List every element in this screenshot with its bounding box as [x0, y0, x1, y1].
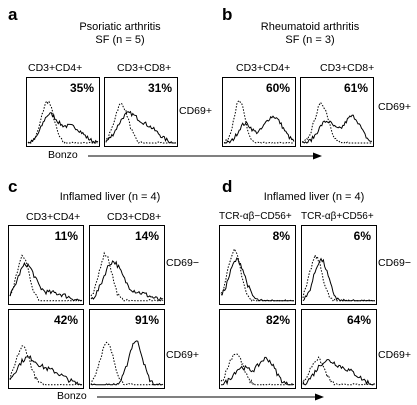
bonzo-trace [9, 261, 83, 302]
percent-label: 35% [69, 81, 94, 95]
percent-label: 64% [346, 313, 371, 327]
panel-d-row1-label: CD69− [378, 257, 411, 269]
panel-c-col1-label: CD3+CD4+ [26, 211, 81, 223]
panel-a-title-line1: Psoriatic arthritis [79, 21, 161, 33]
histogram-traces [90, 340, 164, 386]
histogram-d-nk-cd69neg: 8% [219, 225, 296, 305]
bonzo-trace [105, 110, 177, 144]
control-trace [9, 345, 82, 386]
percent-label: 82% [265, 313, 290, 327]
histogram-traces [9, 345, 83, 386]
histogram-b-cd4: 60% [222, 77, 296, 147]
histogram-traces [90, 251, 164, 302]
histogram-traces [302, 253, 375, 302]
histogram-b-cd8: 61% [300, 77, 374, 147]
panel-b-row1-label: CD69+ [378, 101, 411, 113]
panel-d-title: Inflamed liver (n = 4) [263, 191, 365, 203]
panel-a-col2-label: CD3+CD8+ [117, 62, 172, 74]
panel-d-row2-label: CD69+ [378, 349, 411, 361]
panel-b-title-line2: SF (n = 3) [285, 34, 335, 46]
x-axis-label-top: Bonzo [48, 149, 78, 161]
histogram-traces [27, 100, 99, 144]
histogram-traces [301, 101, 373, 144]
control-trace [90, 341, 163, 386]
histogram-d-nkt-cd69pos: 64% [301, 309, 377, 389]
histogram-traces [9, 254, 83, 302]
bonzo-trace [90, 340, 164, 386]
panel-b-col2-label: CD3+CD8+ [320, 62, 375, 74]
panel-letter-d: d [222, 177, 233, 196]
bonzo-trace [224, 115, 295, 144]
top-arrow-head [313, 152, 322, 160]
percent-label: 61% [343, 81, 368, 95]
histogram-traces [223, 99, 295, 144]
histogram-traces [220, 247, 294, 302]
control-trace [223, 99, 294, 144]
histogram-traces [220, 353, 295, 386]
x-axis-label-bottom: Bonzo [57, 390, 87, 402]
bottom-arrow-head [315, 393, 324, 401]
percent-label: 11% [54, 229, 78, 243]
control-trace [105, 102, 176, 144]
panel-a-col1-label: CD3+CD4+ [28, 62, 83, 74]
percent-label: 6% [353, 229, 371, 243]
control-trace [220, 353, 295, 386]
control-trace [90, 251, 164, 302]
bonzo-trace [90, 260, 164, 302]
bonzo-trace [301, 114, 373, 144]
histogram-a-cd8: 31% [104, 77, 178, 147]
control-trace [27, 100, 98, 144]
percent-label: 42% [53, 313, 78, 327]
histogram-c-cd4-cd69pos: 42% [8, 309, 84, 389]
histogram-d-nkt-cd69neg: 6% [301, 225, 377, 305]
histogram-traces [302, 356, 376, 386]
panel-a-title: Psoriatic arthritis SF (n = 5) [30, 21, 210, 47]
control-trace [9, 254, 82, 302]
panel-d-col1-label: TCR-αβ−CD56+ [219, 211, 292, 222]
percent-label: 60% [265, 81, 290, 95]
panel-c-row2-label: CD69+ [166, 349, 199, 361]
control-trace [302, 356, 375, 386]
histogram-c-cd4-cd69neg: 11% [8, 225, 84, 305]
control-trace [301, 101, 372, 144]
bonzo-trace [9, 355, 83, 386]
panel-b-col1-label: CD3+CD4+ [236, 62, 291, 74]
panel-letter-a: a [8, 5, 18, 24]
panel-a-row1-label: CD69+ [179, 105, 212, 117]
panel-letter-c: c [8, 177, 18, 196]
control-trace [302, 253, 375, 302]
panel-c-col2-label: CD3+CD8+ [107, 211, 162, 223]
panel-b-title-line1: Rheumatoid arthritis [260, 21, 360, 33]
histogram-d-nk-cd69pos: 82% [219, 309, 296, 389]
histogram-a-cd4: 35% [26, 77, 100, 147]
bonzo-trace [302, 358, 376, 386]
panel-letter-b: b [222, 5, 233, 24]
percent-label: 8% [272, 229, 290, 243]
percent-label: 31% [147, 81, 172, 95]
panel-c-row1-label: CD69− [166, 257, 199, 269]
bonzo-trace [27, 112, 99, 144]
percent-label: 91% [134, 313, 159, 327]
bonzo-trace [220, 257, 294, 302]
control-trace [220, 247, 294, 302]
panel-a-title-line2: SF (n = 5) [95, 34, 145, 46]
histogram-traces [105, 102, 177, 144]
histogram-c-cd8-cd69pos: 91% [89, 309, 165, 389]
percent-label: 14% [134, 229, 159, 243]
panel-d-col2-label: TCR-αβ+CD56+ [301, 211, 374, 222]
bonzo-trace [302, 257, 375, 302]
bonzo-trace [221, 356, 295, 386]
panel-c-title: Inflamed liver (n = 4) [59, 191, 161, 203]
panel-b-title: Rheumatoid arthritis SF (n = 3) [220, 21, 400, 47]
histogram-c-cd8-cd69neg: 14% [89, 225, 165, 305]
